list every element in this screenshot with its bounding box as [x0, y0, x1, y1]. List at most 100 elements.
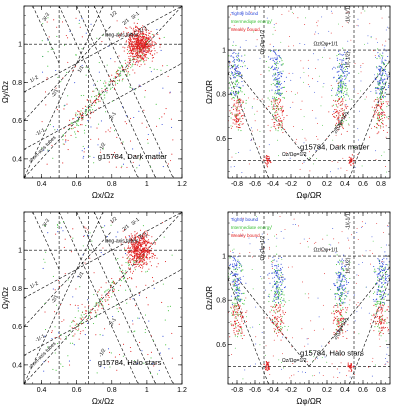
data-point: [376, 310, 378, 312]
data-point: [274, 316, 276, 318]
data-point: [117, 82, 119, 85]
data-point: [235, 72, 237, 75]
data-point: [357, 302, 359, 303]
data-point: [342, 99, 344, 101]
data-point: [377, 285, 380, 288]
data-point: [233, 248, 235, 250]
data-point: [381, 121, 383, 123]
data-point: [90, 23, 92, 25]
data-point: [344, 279, 346, 281]
data-point: [336, 292, 338, 295]
data-point: [108, 292, 110, 294]
data-point: [229, 336, 231, 338]
data-point: [372, 357, 374, 359]
data-point: [72, 228, 74, 230]
data-point: [100, 299, 102, 301]
data-point: [330, 32, 332, 34]
data-point: [234, 297, 236, 299]
data-point: [299, 168, 301, 170]
data-point: [74, 316, 76, 319]
data-point: [135, 42, 138, 44]
data-point: [139, 46, 141, 48]
data-point: [342, 83, 344, 85]
data-point: [379, 115, 381, 117]
data-point: [374, 98, 376, 101]
data-point: [62, 135, 65, 137]
data-point: [142, 57, 144, 59]
data-point: [377, 109, 379, 112]
data-point: [342, 103, 344, 105]
data-point: [274, 112, 276, 114]
data-point: [143, 50, 146, 52]
data-point: [140, 244, 142, 246]
data-point: [245, 320, 248, 323]
data-point: [127, 46, 129, 48]
data-point: [283, 97, 286, 99]
data-point: [255, 336, 257, 338]
data-point: [109, 351, 111, 353]
data-point: [241, 302, 244, 304]
data-point: [109, 131, 111, 133]
data-point: [74, 66, 76, 68]
data-point: [134, 45, 136, 47]
data-point: [356, 274, 358, 276]
data-point: [272, 277, 274, 279]
data-point: [77, 307, 79, 309]
data-point: [234, 274, 236, 276]
data-point: [268, 70, 270, 72]
data-point: [230, 84, 232, 86]
data-point: [378, 306, 380, 308]
data-point: [261, 331, 263, 333]
data-point: [72, 296, 74, 298]
data-point: [87, 107, 90, 110]
data-point: [69, 330, 71, 332]
data-point: [339, 313, 341, 316]
data-point: [80, 318, 82, 320]
data-point: [382, 120, 384, 122]
data-point: [52, 368, 54, 370]
data-point: [380, 326, 382, 328]
data-point: [342, 94, 345, 97]
data-point: [234, 64, 236, 66]
data-point: [277, 286, 279, 288]
data-point: [300, 60, 302, 62]
data-point: [348, 72, 350, 74]
data-point: [267, 159, 269, 161]
data-point: [275, 274, 277, 276]
data-point: [341, 263, 343, 265]
data-point: [133, 252, 135, 254]
data-point: [303, 81, 305, 83]
data-point: [273, 339, 275, 341]
data-point: [79, 286, 81, 288]
data-point: [303, 116, 305, 118]
data-point: [353, 364, 355, 366]
data-point: [74, 324, 76, 326]
data-point: [145, 51, 147, 53]
data-point: [106, 92, 108, 94]
data-point: [75, 54, 77, 56]
data-point: [273, 63, 276, 65]
data-point: [239, 123, 241, 125]
data-point: [131, 264, 133, 266]
data-point: [281, 126, 283, 129]
data-point: [347, 95, 350, 97]
data-point: [95, 95, 97, 97]
data-point: [132, 29, 134, 31]
data-point: [344, 74, 346, 76]
data-point: [375, 90, 377, 92]
data-point: [382, 81, 384, 83]
data-point: [280, 323, 282, 325]
data-point: [150, 335, 152, 337]
data-point: [302, 67, 304, 69]
data-point: [124, 59, 126, 61]
data-point: [280, 319, 282, 321]
data-point: [340, 66, 342, 68]
data-point: [72, 122, 74, 124]
y-axis-label: Ωy/Ωz: [1, 81, 10, 103]
data-point: [121, 264, 123, 266]
data-point: [237, 309, 239, 311]
data-point: [82, 330, 84, 332]
data-point: [233, 166, 235, 167]
data-point: [267, 162, 269, 164]
data-point: [237, 99, 239, 101]
